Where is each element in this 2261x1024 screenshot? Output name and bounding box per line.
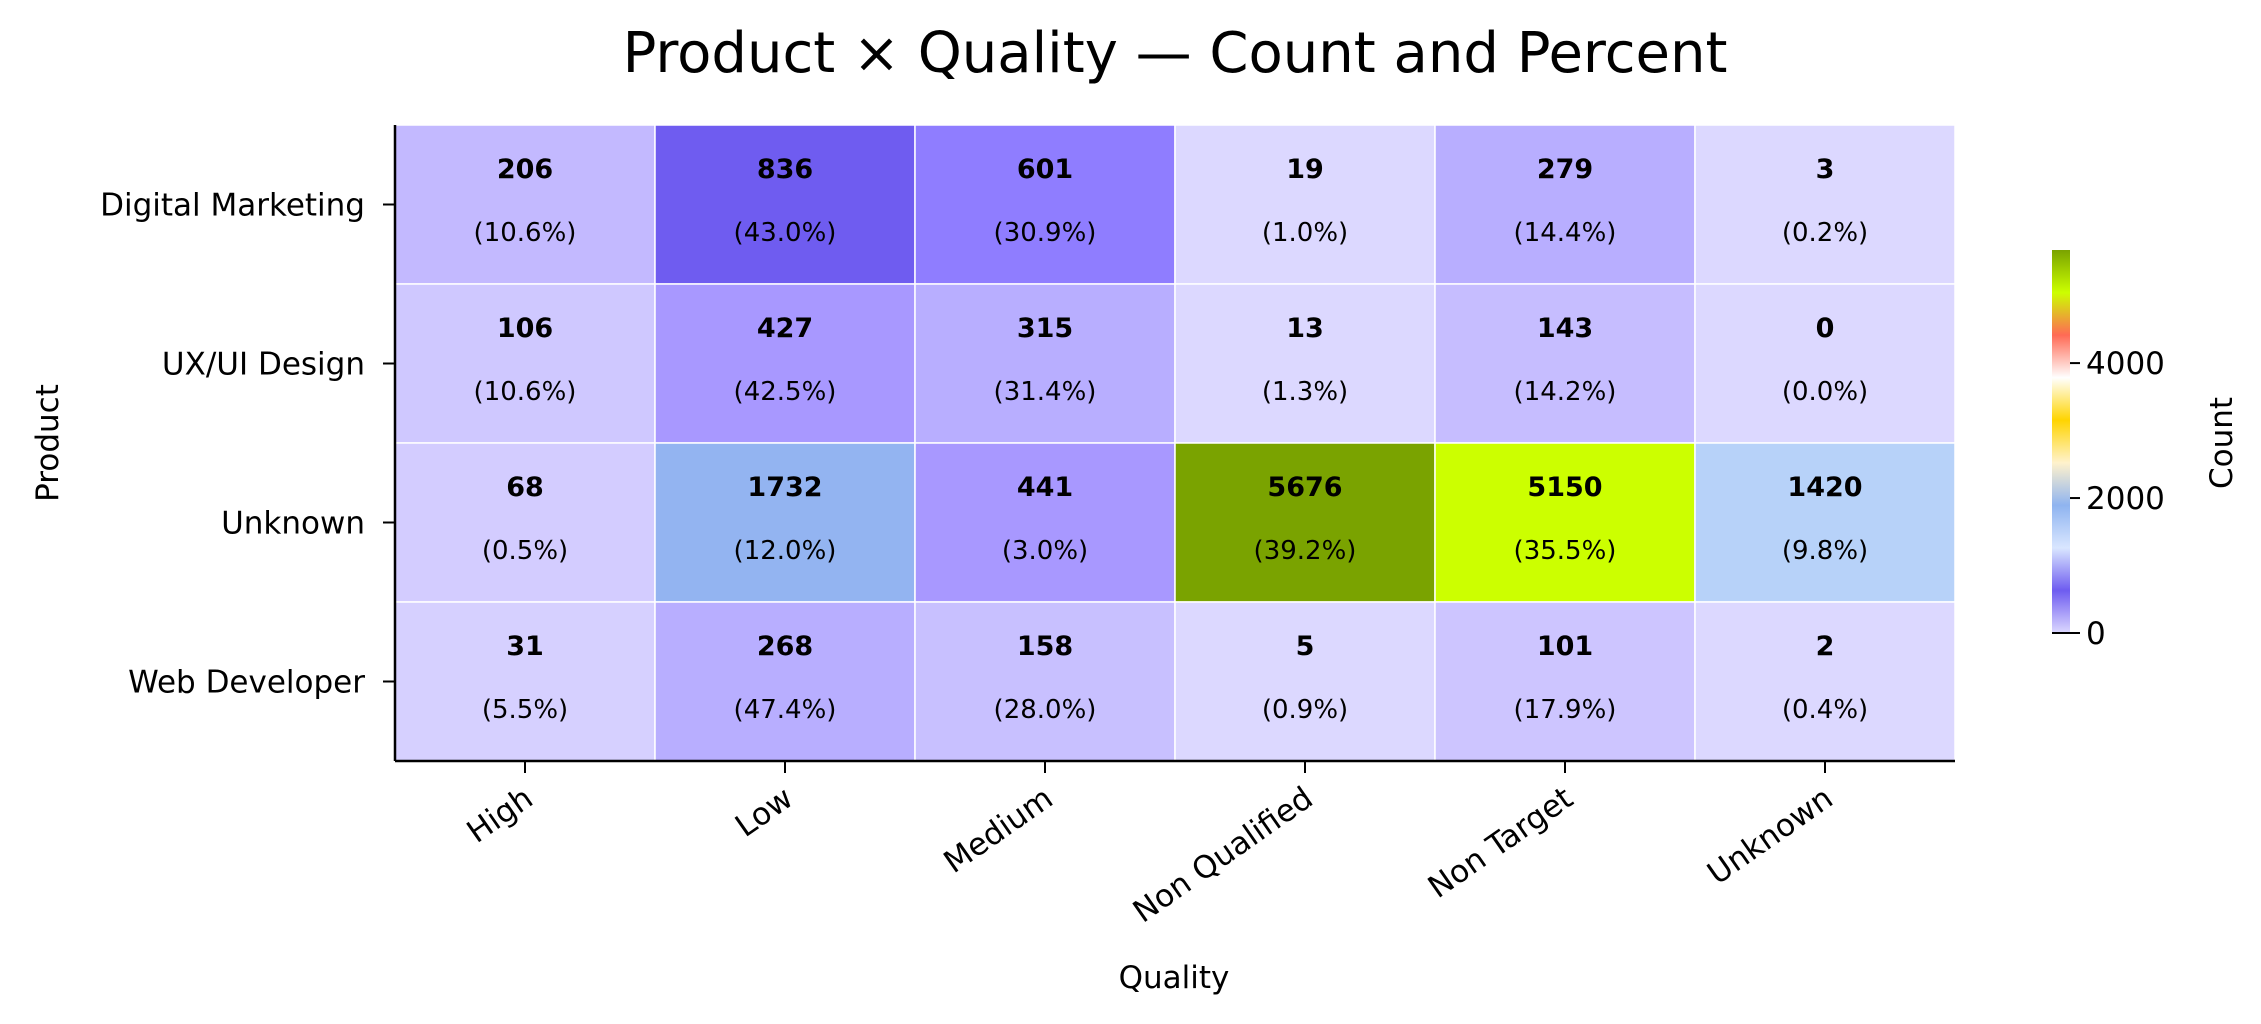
heatmap-cell (914, 442, 1176, 603)
cell-count-label: 0 (1816, 313, 1835, 344)
cell-percent-label: (0.0%) (1782, 377, 1868, 407)
cell-percent-label: (0.9%) (1262, 695, 1348, 725)
x-tick-label: Unknown (1701, 780, 1840, 892)
cell-percent-label: (5.5%) (482, 695, 568, 725)
heatmap-cell (394, 442, 656, 603)
colorbar-tick-label: 2000 (2086, 481, 2165, 517)
cell-count-label: 1732 (747, 472, 822, 503)
heatmap-cell (1174, 124, 1436, 285)
cell-count-label: 206 (497, 154, 553, 185)
cell-count-label: 268 (757, 631, 813, 662)
colorbar: 0 2000 4000 (2052, 250, 2165, 652)
colorbar-tick-label: 4000 (2086, 346, 2165, 382)
heatmap-cell (1694, 601, 1956, 762)
cell-count-label: 158 (1017, 631, 1073, 662)
cell-count-label: 106 (497, 313, 553, 344)
heatmap-cell (1174, 283, 1436, 444)
cell-count-label: 13 (1286, 313, 1324, 344)
y-tick-label: Digital Marketing (100, 188, 365, 224)
heatmap-cell (1434, 283, 1696, 444)
cell-percent-label: (10.6%) (474, 218, 577, 248)
colorbar-gradient (2052, 250, 2070, 633)
y-tick-label: Unknown (221, 506, 365, 542)
cell-count-label: 441 (1017, 472, 1073, 503)
heatmap-cell (1434, 442, 1696, 603)
cell-count-label: 5 (1296, 631, 1315, 662)
colorbar-tick-label: 0 (2086, 616, 2106, 652)
cell-count-label: 1420 (1787, 472, 1862, 503)
heatmap-cell (394, 283, 656, 444)
heatmap-cell (1434, 601, 1696, 762)
x-tick-label: High (461, 780, 540, 850)
cell-percent-label: (12.0%) (734, 536, 837, 566)
cell-percent-label: (35.5%) (1514, 536, 1617, 566)
heatmap-cell (654, 601, 916, 762)
cell-percent-label: (28.0%) (994, 695, 1097, 725)
cell-count-label: 68 (506, 472, 544, 503)
cell-count-label: 836 (757, 154, 813, 185)
heatmap-cell (1694, 283, 1956, 444)
heatmap-cell (914, 601, 1176, 762)
heatmap-cell (654, 283, 916, 444)
x-tick-label: Low (729, 780, 800, 845)
y-tick-label: UX/UI Design (162, 347, 365, 383)
cell-percent-label: (14.4%) (1514, 218, 1617, 248)
cell-percent-label: (43.0%) (734, 218, 837, 248)
heatmap-cell (914, 124, 1176, 285)
heatmap-cell (914, 283, 1176, 444)
x-tick-label: Medium (937, 780, 1059, 881)
y-tick-label: Web Developer (128, 665, 365, 701)
cell-percent-label: (31.4%) (994, 377, 1097, 407)
cell-percent-label: (47.4%) (734, 695, 837, 725)
cell-percent-label: (0.5%) (482, 536, 568, 566)
cell-percent-label: (3.0%) (1002, 536, 1088, 566)
heatmap-cell (654, 442, 916, 603)
cell-count-label: 279 (1537, 154, 1593, 185)
cell-percent-label: (39.2%) (1254, 536, 1357, 566)
cell-percent-label: (1.3%) (1262, 377, 1348, 407)
x-axis-label: Quality (1119, 960, 1230, 996)
cell-count-label: 427 (757, 313, 813, 344)
y-axis-label: Product (30, 384, 66, 502)
heatmap-cell (1174, 442, 1436, 603)
cell-count-label: 2 (1816, 631, 1835, 662)
cell-percent-label: (9.8%) (1782, 536, 1868, 566)
cell-percent-label: (14.2%) (1514, 377, 1617, 407)
colorbar-label: Count (2204, 397, 2240, 489)
cell-percent-label: (42.5%) (734, 377, 837, 407)
heatmap-cell (654, 124, 916, 285)
cell-count-label: 19 (1286, 154, 1324, 185)
cell-count-label: 143 (1537, 313, 1593, 344)
heatmap-cell (394, 124, 656, 285)
cell-count-label: 5676 (1267, 472, 1342, 503)
heatmap-cell (1434, 124, 1696, 285)
cell-percent-label: (30.9%) (994, 218, 1097, 248)
cell-percent-label: (10.6%) (474, 377, 577, 407)
heatmap-cell (1694, 124, 1956, 285)
cell-count-label: 101 (1537, 631, 1593, 662)
cell-count-label: 3 (1816, 154, 1835, 185)
heatmap-cells: 206 (10.6%) 836 (43.0%) 601 (30.9%) 19 (1.0%) 27… (394, 124, 1956, 762)
heatmap-cell (394, 601, 656, 762)
cell-count-label: 315 (1017, 313, 1073, 344)
cell-percent-label: (0.4%) (1782, 695, 1868, 725)
cell-count-label: 31 (506, 631, 544, 662)
cell-percent-label: (1.0%) (1262, 218, 1348, 248)
cell-percent-label: (0.2%) (1782, 218, 1868, 248)
cell-count-label: 601 (1017, 154, 1073, 185)
x-tick-label: Non Target (1422, 780, 1580, 906)
cell-count-label: 5150 (1527, 472, 1602, 503)
heatmap-cell (1694, 442, 1956, 603)
chart-title: Product × Quality — Count and Percent (623, 21, 1728, 86)
cell-percent-label: (17.9%) (1514, 695, 1617, 725)
x-tick-label: Non Qualified (1127, 780, 1320, 930)
heatmap-cell (1174, 601, 1436, 762)
